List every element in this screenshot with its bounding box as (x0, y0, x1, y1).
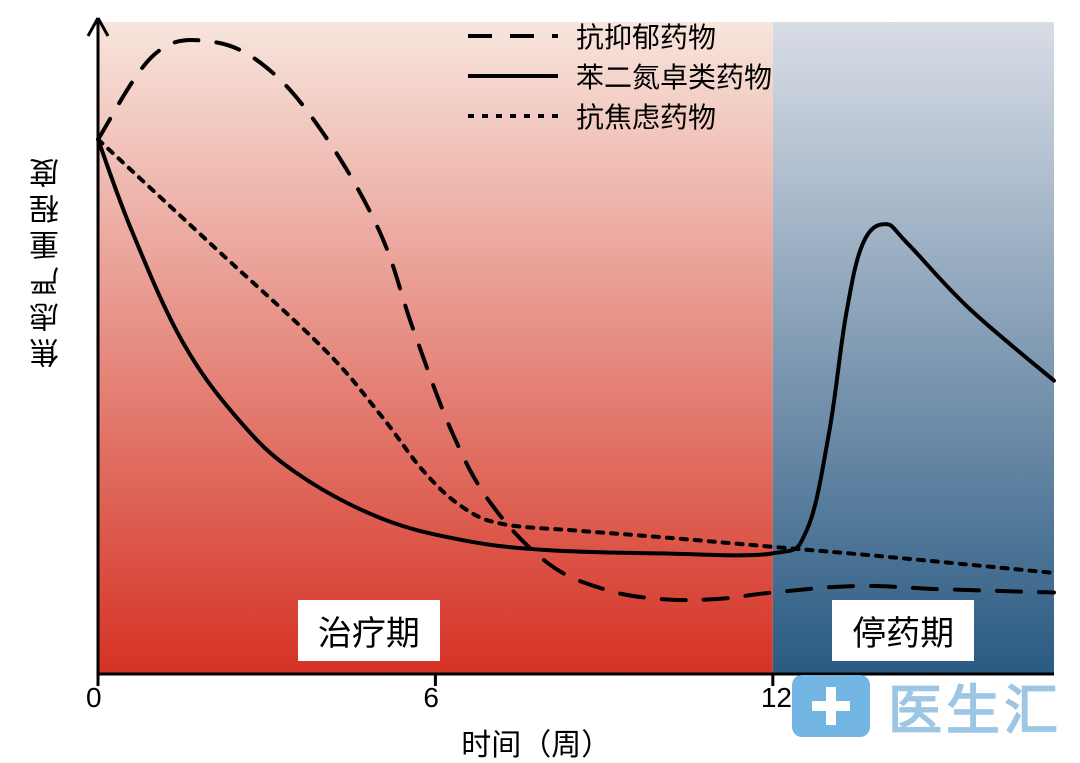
phase-label-treatment: 治疗期 (298, 600, 440, 661)
phase-label-withdrawal: 停药期 (832, 600, 974, 661)
x-tick-6: 6 (423, 682, 439, 714)
legend-item-antidepressant: 抗抑郁药物 (576, 16, 716, 56)
x-tick-12: 12 (761, 682, 792, 714)
legend-item-benzodiazepine: 苯二氮卓类药物 (576, 56, 772, 96)
y-axis-label: 焦虑严重程度 (26, 152, 70, 368)
watermark-plus-v (826, 687, 836, 725)
x-axis-label: 时间（周） (461, 720, 611, 763)
x-tick-0: 0 (86, 682, 102, 714)
watermark-badge (792, 675, 870, 737)
legend-item-anxiolytic: 抗焦虑药物 (576, 96, 716, 136)
watermark-text: 医生汇 (888, 666, 1062, 745)
chart-root: 焦虑严重程度 时间（周） 治疗期 停药期 抗抑郁药物 苯二氮卓类药物 抗焦虑药物… (0, 0, 1080, 763)
